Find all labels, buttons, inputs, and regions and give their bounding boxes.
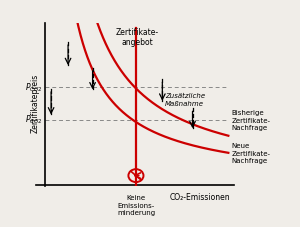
Text: Zusätzliche
Maßnahme: Zusätzliche Maßnahme bbox=[165, 93, 205, 107]
Text: $P_{CO2}$: $P_{CO2}$ bbox=[25, 114, 43, 126]
Text: CO₂-Emissionen: CO₂-Emissionen bbox=[169, 193, 230, 202]
Text: Keine
Emissions-
minderung: Keine Emissions- minderung bbox=[117, 195, 155, 216]
Text: Neue
Zertifikate-
Nachfrage: Neue Zertifikate- Nachfrage bbox=[231, 143, 270, 164]
Text: Zertifikatepreis: Zertifikatepreis bbox=[31, 74, 40, 133]
Text: Bisherige
Zertifikate-
Nachfrage: Bisherige Zertifikate- Nachfrage bbox=[231, 110, 270, 131]
Text: Zertifikate-
angebot: Zertifikate- angebot bbox=[115, 27, 158, 47]
Text: $P_{CO2}$: $P_{CO2}$ bbox=[25, 81, 43, 94]
